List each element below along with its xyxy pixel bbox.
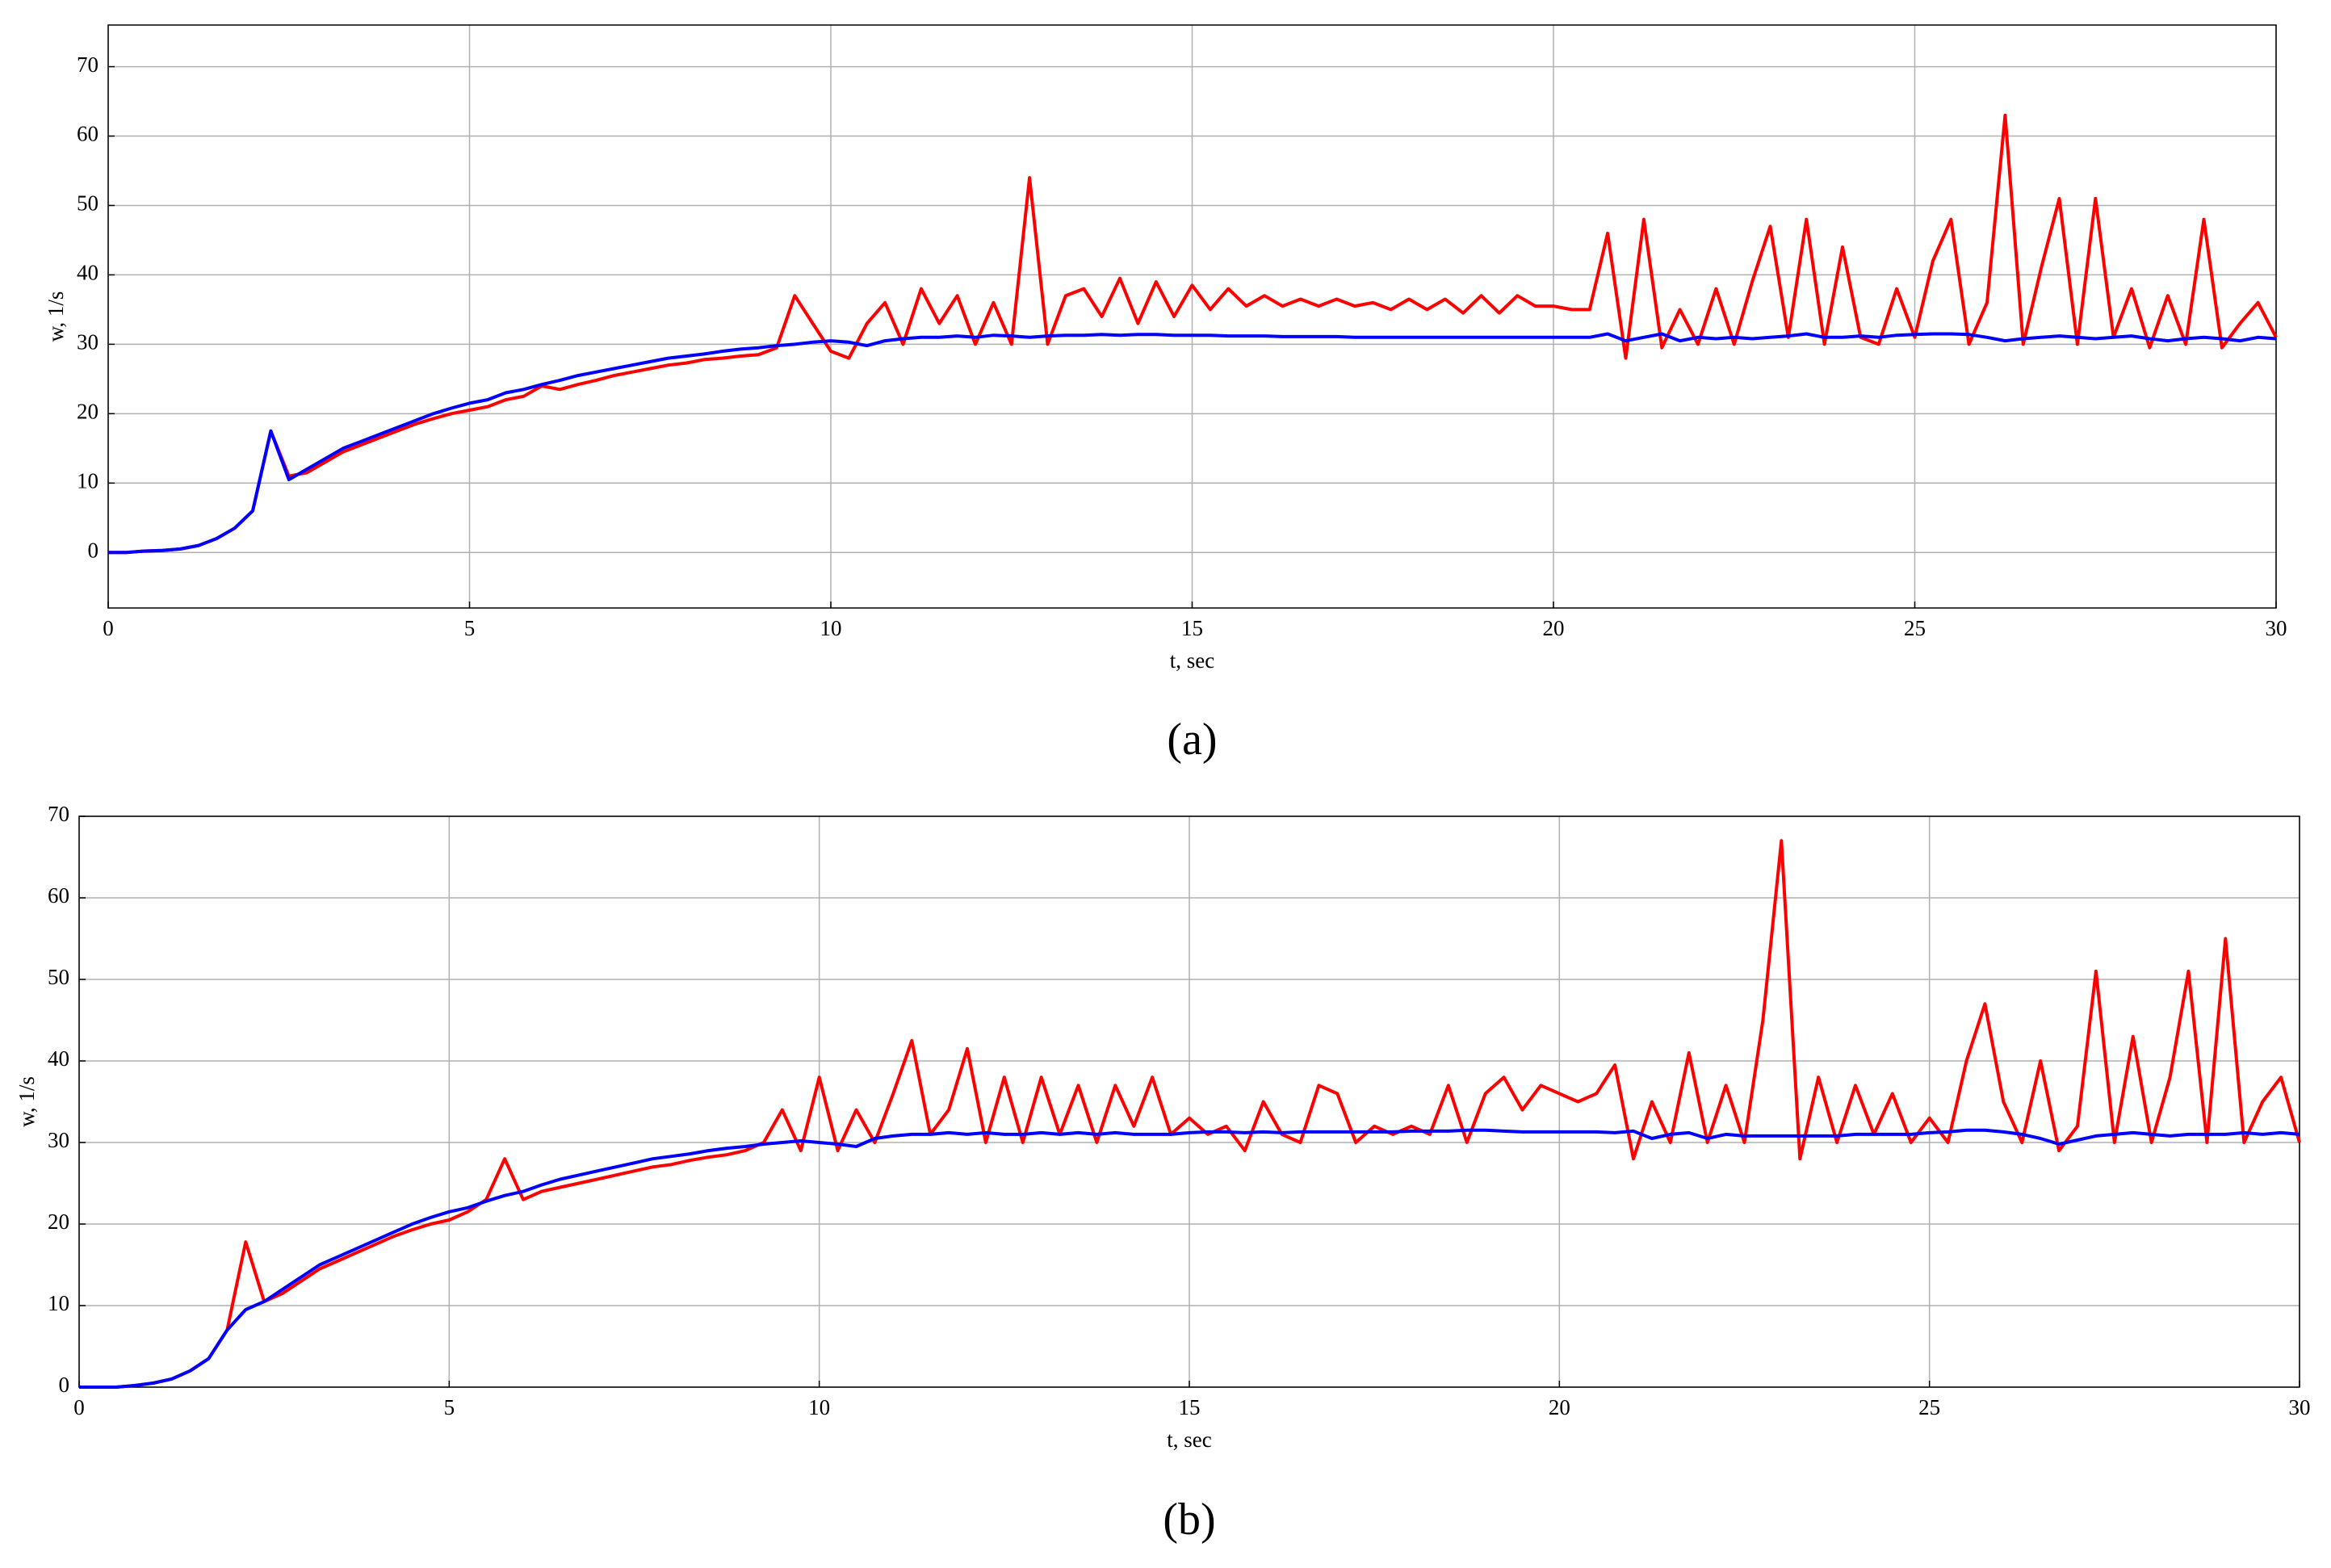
chart: 0 10 20 30 40 50 60 70 0 5 10 15 20 25 30 t, sec w, 1/s (… — [15, 802, 2310, 1545]
axes-frame — [78, 815, 2300, 1388]
x-tick-label: 10 — [808, 1395, 830, 1419]
data-line — [79, 1128, 2300, 1389]
x-tick-label: 20 — [1549, 1395, 1570, 1419]
x-tick-label: 5 — [464, 616, 476, 640]
axes-frame — [107, 24, 2277, 609]
caption: (a) — [1167, 715, 1217, 765]
x-tick-label: 0 — [73, 1395, 85, 1419]
x-axis-label: t, sec — [1167, 1428, 1211, 1452]
y-tick-label: 50 — [48, 965, 69, 989]
x-tick-label: 30 — [2289, 1395, 2311, 1419]
y-tick-label: 30 — [48, 1128, 69, 1152]
x-axis-label: t, sec — [1170, 648, 1214, 673]
y-tick-label: 0 — [59, 1373, 70, 1397]
y-axis-label: w, 1/s — [44, 291, 68, 342]
data-line — [108, 113, 2278, 555]
x-tick-label: 0 — [103, 616, 114, 640]
y-tick-label: 30 — [77, 330, 99, 354]
data-line — [108, 332, 2277, 555]
x-tick-label: 5 — [444, 1395, 455, 1419]
y-tick-label: 10 — [48, 1291, 69, 1315]
x-tick-label: 25 — [1918, 1395, 1940, 1419]
x-tick-label: 30 — [2266, 616, 2287, 640]
y-tick-label: 20 — [48, 1210, 69, 1234]
y-axis-label: w, 1/s — [15, 1076, 39, 1127]
y-tick-label: 0 — [88, 538, 99, 562]
y-tick-label: 40 — [77, 261, 99, 285]
x-tick-label: 20 — [1543, 616, 1565, 640]
caption: (b) — [1163, 1495, 1215, 1545]
x-tick-label: 25 — [1904, 616, 1926, 640]
y-tick-label: 10 — [77, 468, 99, 493]
y-tick-label: 20 — [77, 400, 99, 424]
y-tick-label: 70 — [48, 802, 69, 826]
y-tick-label: 60 — [77, 122, 99, 146]
data-line — [79, 839, 2301, 1389]
x-tick-label: 15 — [1181, 616, 1203, 640]
y-tick-label: 70 — [77, 52, 99, 77]
x-tick-label: 15 — [1179, 1395, 1201, 1419]
y-tick-label: 60 — [48, 883, 69, 908]
chart: 0 10 20 30 40 50 60 70 0 5 10 15 20 25 30 t, sec w, 1/s (… — [44, 24, 2287, 765]
y-tick-label: 40 — [48, 1046, 69, 1071]
y-tick-label: 50 — [77, 191, 99, 216]
x-tick-label: 10 — [820, 616, 842, 640]
